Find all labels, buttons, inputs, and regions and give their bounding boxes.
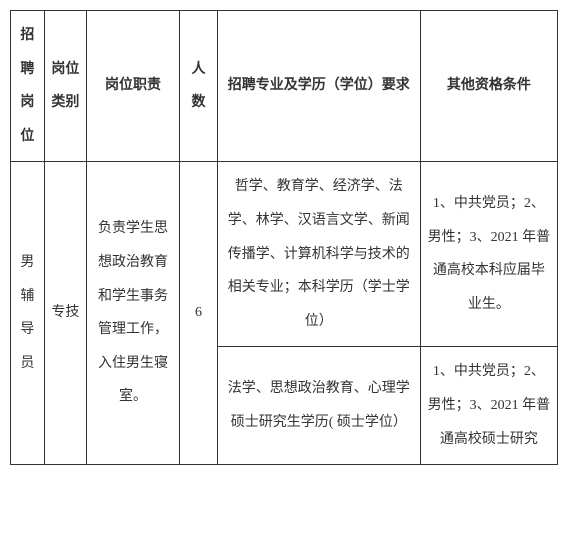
header-duty: 岗位职责 <box>87 11 180 162</box>
cell-category: 专技 <box>44 162 86 465</box>
cell-duty: 负责学生思想政治教育和学生事务管理工作，入住男生寝室。 <box>87 162 180 465</box>
cell-qualification-a: 1、中共党员；2、男性；3、2021 年普通高校本科应届毕业生。 <box>420 162 557 347</box>
header-position: 招聘岗位 <box>11 11 45 162</box>
cell-major-a: 哲学、教育学、经济学、法学、林学、汉语言文学、新闻传播学、计算机科学与技术的相关… <box>217 162 420 347</box>
recruitment-table: 招聘岗位 岗位类别 岗位职责 人数 招聘专业及学历（学位）要求 其他资格条件 男… <box>10 10 558 465</box>
table-row: 男辅导员 专技 负责学生思想政治教育和学生事务管理工作，入住男生寝室。 6 哲学… <box>11 162 558 347</box>
cell-count: 6 <box>179 162 217 465</box>
header-count: 人数 <box>179 11 217 162</box>
cell-qualification-b: 1、中共党员；2、男性；3、2021 年普通高校硕士研究 <box>420 347 557 465</box>
header-category: 岗位类别 <box>44 11 86 162</box>
header-qualification: 其他资格条件 <box>420 11 557 162</box>
cell-position: 男辅导员 <box>11 162 45 465</box>
header-major: 招聘专业及学历（学位）要求 <box>217 11 420 162</box>
table-header-row: 招聘岗位 岗位类别 岗位职责 人数 招聘专业及学历（学位）要求 其他资格条件 <box>11 11 558 162</box>
cell-major-b: 法学、思想政治教育、心理学 硕士研究生学历( 硕士学位） <box>217 347 420 465</box>
